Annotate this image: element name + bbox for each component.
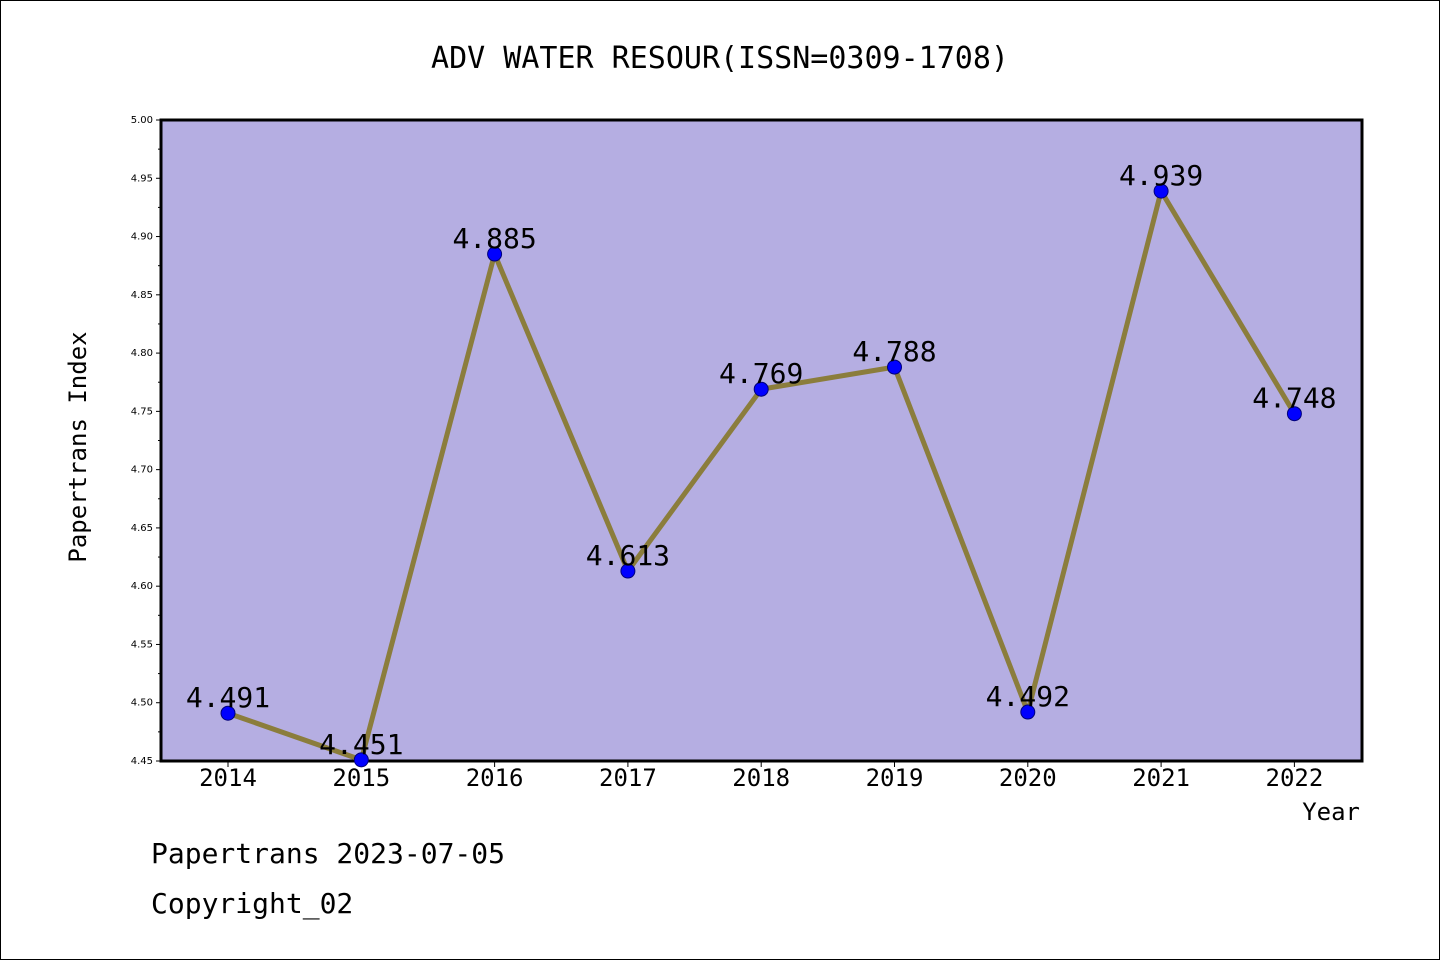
- data-point: [753, 381, 769, 397]
- data-point: [887, 359, 902, 375]
- x-tick-label: 2015: [332, 764, 390, 792]
- y-tick-label: 4.50: [131, 698, 153, 709]
- data-label: 4.885: [452, 222, 536, 255]
- y-tick-label: 4.95: [131, 173, 153, 184]
- y-tick-label: 4.80: [131, 348, 153, 359]
- series-group: 4.491 4.451 4.885 4.613 4.769 4.788 4.492 4.939…: [186, 159, 1337, 768]
- x-tick-label: 2014: [199, 764, 257, 792]
- chart-title: ADV WATER RESOUR(ISSN=0309-1708): [431, 41, 1009, 76]
- x-tick-label: 2020: [999, 764, 1057, 792]
- x-axis: 2014 2015 2016 2017 2018 2019 2020 2021 2022: [199, 761, 1323, 792]
- data-point: [220, 705, 236, 721]
- data-point: [1153, 183, 1169, 199]
- data-label: 4.492: [986, 680, 1070, 713]
- data-point: [620, 563, 636, 579]
- x-tick-label: 2021: [1132, 764, 1190, 792]
- y-tick-label: 4.45: [131, 756, 153, 767]
- data-point: [1020, 704, 1036, 720]
- y-axis-label: Papertrans Index: [64, 331, 92, 562]
- plot-area: [159, 118, 1364, 763]
- footer-copyright: Copyright_02: [151, 887, 354, 920]
- x-tick-label: 2018: [732, 764, 790, 792]
- data-label: 4.491: [186, 681, 270, 714]
- y-tick-label: 4.65: [131, 523, 153, 534]
- data-label: 4.451: [319, 728, 403, 761]
- y-tick-label: 4.55: [131, 639, 153, 650]
- y-tick-label: 4.60: [131, 581, 153, 592]
- x-tick-label: 2016: [466, 764, 524, 792]
- data-label: 4.788: [852, 335, 936, 368]
- y-tick-label: 5.00: [131, 115, 153, 126]
- data-label: 4.939: [1119, 159, 1203, 192]
- x-tick-label: 2019: [866, 764, 924, 792]
- x-axis-label: Year: [1302, 798, 1360, 826]
- data-label: 4.613: [586, 539, 670, 572]
- data-point: [1286, 406, 1302, 422]
- data-label: 4.769: [719, 357, 803, 390]
- data-point: [487, 246, 503, 262]
- y-tick-label: 4.75: [131, 406, 153, 417]
- data-point: [353, 752, 369, 768]
- y-tick-label: 4.90: [131, 232, 153, 243]
- y-tick-label: 4.85: [131, 290, 153, 301]
- x-tick-label: 2022: [1266, 764, 1324, 792]
- x-tick-label: 2017: [599, 764, 657, 792]
- data-label: 4.748: [1252, 382, 1336, 415]
- footer-date: Papertrans 2023-07-05: [151, 837, 506, 870]
- y-axis: 4.45 4.50 4.55 4.60 4.65 4.70 4.75 4.80 4.85 4.90…: [131, 115, 161, 767]
- y-tick-label: 4.70: [131, 465, 153, 476]
